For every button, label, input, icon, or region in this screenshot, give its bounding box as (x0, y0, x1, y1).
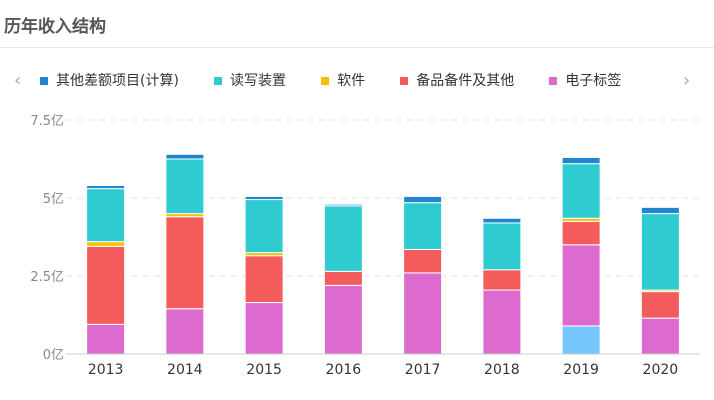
x-tick-label: 2015 (246, 362, 282, 378)
legend-label: 电子标签 (565, 73, 622, 89)
bar-segment[interactable] (403, 248, 443, 274)
x-tick-label: 2018 (484, 362, 520, 378)
bar-segment[interactable] (165, 158, 205, 215)
bar-segment[interactable] (323, 205, 363, 272)
legend-swatch-icon (40, 77, 48, 85)
bar-segment[interactable] (165, 308, 205, 355)
legend-label: 其他差额项目(计算) (56, 73, 179, 89)
bar-segment[interactable] (640, 213, 680, 291)
bar-segment[interactable] (482, 217, 522, 224)
legend-label: 备品备件及其他 (416, 73, 515, 89)
legend-item[interactable]: 其他差额项目(计算) (40, 70, 179, 92)
bar-segment[interactable] (323, 270, 363, 286)
bar-segment[interactable] (165, 153, 205, 160)
bar-segment[interactable] (403, 272, 443, 355)
bar-segment[interactable] (561, 163, 601, 219)
legend-item[interactable]: 软件 (321, 70, 365, 92)
x-tick-label: 2014 (167, 362, 203, 378)
bar-segment[interactable] (482, 289, 522, 355)
bar-segment[interactable] (561, 244, 601, 327)
bar-segment[interactable] (86, 185, 126, 190)
legend-swatch-icon (321, 77, 330, 85)
x-tick-label: 2020 (643, 362, 679, 378)
legend-item[interactable]: 电子标签 (549, 70, 621, 92)
legend-label: 软件 (337, 73, 366, 89)
y-tick-label: 5亿 (43, 192, 64, 207)
bar-segment[interactable] (86, 241, 126, 247)
bar-segment[interactable] (561, 156, 601, 165)
legend-item[interactable]: 读写装置 (214, 70, 286, 92)
bar-segment[interactable] (640, 206, 680, 215)
legend: ‹ 其他差额项目(计算) 读写装置 软件 备品备件及其他 电子标签 › (0, 70, 714, 94)
y-tick-label: 2.5亿 (30, 270, 64, 285)
bar-segment[interactable] (86, 323, 126, 355)
legend-next-icon[interactable]: › (683, 70, 691, 91)
bar-segment[interactable] (482, 269, 522, 291)
bar-segment[interactable] (561, 220, 601, 246)
bar-segment[interactable] (86, 245, 126, 325)
legend-swatch-icon (214, 77, 223, 85)
y-tick-label: 0亿 (43, 348, 64, 363)
chart-title: 历年收入结构 (4, 17, 106, 37)
bar-segment[interactable] (640, 291, 680, 319)
y-tick-label: 7.5亿 (30, 114, 64, 129)
legend-swatch-icon (549, 77, 558, 85)
bar-segment[interactable] (165, 216, 205, 310)
legend-prev-icon[interactable]: ‹ (14, 70, 22, 91)
bar-layer (86, 153, 680, 355)
legend-item[interactable]: 备品备件及其他 (400, 70, 514, 92)
x-tick-label: 2017 (405, 362, 441, 378)
bar-segment[interactable] (403, 202, 443, 250)
axis-layer: 0亿 2.5亿 5亿 7.5亿 2013 2014 2015 2016 2017 2018 2019… (30, 114, 700, 378)
bar-segment[interactable] (244, 195, 284, 201)
legend-swatch-icon (400, 77, 409, 85)
grid-layer (66, 119, 700, 277)
x-tick-label: 2016 (326, 362, 362, 378)
bar-segment[interactable] (323, 284, 363, 355)
bar-segment[interactable] (323, 203, 363, 207)
title-divider (0, 47, 714, 48)
bar-segment[interactable] (244, 255, 284, 304)
bar-segment[interactable] (86, 188, 126, 243)
legend-items: 其他差额项目(计算) 读写装置 软件 备品备件及其他 电子标签 (40, 70, 672, 94)
legend-label: 读写装置 (230, 73, 287, 89)
bar-segment[interactable] (244, 199, 284, 254)
bar-segment[interactable] (482, 222, 522, 271)
x-tick-label: 2019 (563, 362, 599, 378)
x-tick-label: 2013 (88, 362, 124, 378)
bar-segment[interactable] (244, 302, 284, 355)
bar-segment[interactable] (403, 195, 443, 204)
bar-segment[interactable] (640, 317, 680, 355)
bar-segment[interactable] (561, 325, 601, 355)
